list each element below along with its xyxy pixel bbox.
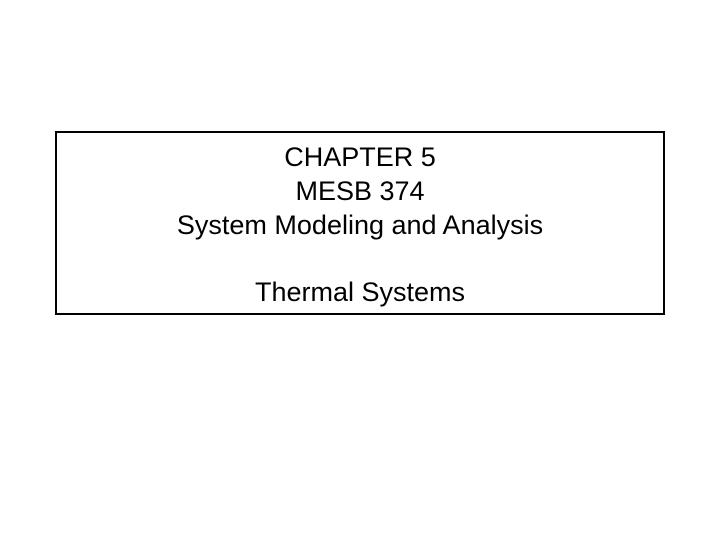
title-box: CHAPTER 5 MESB 374 System Modeling and A… bbox=[55, 131, 665, 315]
course-title-line: System Modeling and Analysis bbox=[177, 209, 543, 243]
course-code-line: MESB 374 bbox=[295, 175, 424, 209]
chapter-line: CHAPTER 5 bbox=[284, 141, 436, 175]
topic-line: Thermal Systems bbox=[255, 276, 465, 310]
